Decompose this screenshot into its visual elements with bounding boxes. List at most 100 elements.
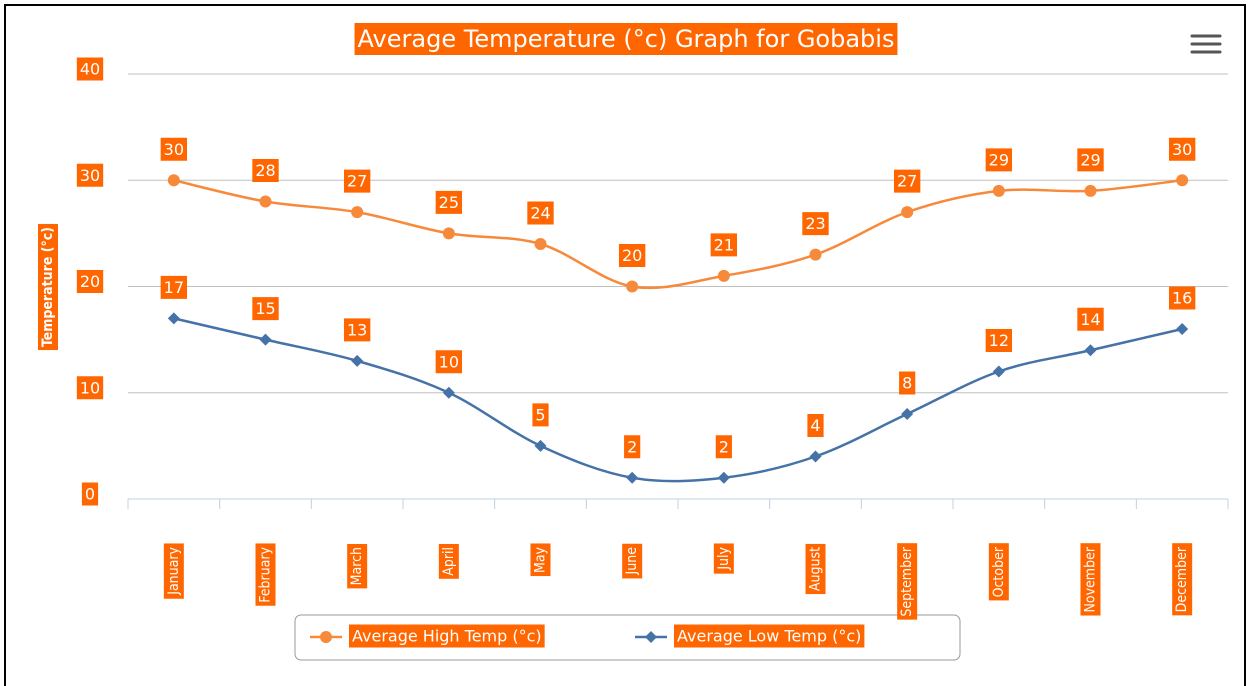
data-label: 30 [1172,140,1192,159]
point [1084,344,1097,357]
label-bg [163,543,184,599]
data-label: 10 [439,352,459,371]
label-bg [438,544,459,579]
label-bg [255,543,276,606]
label-bg [527,201,554,225]
label-bg [622,543,643,579]
data-label: 23 [805,214,825,233]
point [809,248,822,261]
legend-label: Average High Temp (°c) [352,627,542,646]
label-bg [252,159,279,182]
point [717,471,730,484]
point [167,312,180,325]
x-tick-label: June [624,547,640,576]
label-bg [349,624,545,648]
x-tick-label: April [441,547,457,576]
legend-marker [645,631,657,643]
legend-label: Average Low Temp (°c) [677,627,861,646]
label-bg [1168,137,1196,161]
x-tick-label: July [716,546,732,570]
data-label: 2 [719,437,729,456]
label-bg [802,212,829,236]
x-tick-label: August [808,547,824,591]
x-tick-label: January [166,546,182,595]
label-bg [1172,543,1193,616]
point [809,450,822,463]
data-label: 30 [164,140,184,159]
x-tick-label: March [349,547,365,585]
label-bg [1077,148,1104,172]
point [1176,323,1189,335]
label-bg [252,297,279,321]
label-bg [807,414,824,437]
label-bg [343,169,371,193]
data-label: 29 [989,150,1009,169]
x-tick-label: February [258,546,274,602]
y-tick-label: 40 [80,60,100,79]
label-bg [674,624,865,648]
point [442,227,455,240]
label-bg [805,543,826,595]
label-bg [624,435,641,459]
point [901,206,914,219]
label-bg [76,57,104,81]
label-bg [532,403,549,427]
data-label: 4 [810,416,820,435]
label-bg [618,244,646,267]
data-label: 8 [902,374,912,393]
point [626,280,639,293]
label-bg [713,543,734,574]
x-tick-label: September [899,546,915,616]
data-label: 29 [1080,150,1100,169]
x-tick-label: December [1174,546,1190,612]
data-label: 27 [347,172,367,191]
data-label: 16 [1172,289,1192,308]
data-label: 25 [439,193,459,212]
chart-title: Average Temperature (°c) Graph for Gobab… [358,25,895,53]
point [259,195,272,208]
label-bg [343,318,371,342]
label-bg [893,169,921,193]
label-bg [1080,543,1101,616]
data-label: 17 [164,278,184,297]
point [901,408,914,420]
label-bg [38,223,58,351]
point [717,269,730,282]
point [992,365,1005,378]
point [534,439,547,452]
data-label: 20 [622,246,642,265]
point [167,174,180,187]
label-bg [899,371,916,395]
menu-icon[interactable] [1190,34,1222,54]
y-tick-label: 30 [80,166,100,185]
label-bg [347,544,368,589]
point [992,184,1005,197]
label-bg [710,233,738,257]
x-tick-label: November [1083,546,1099,612]
series-line [173,179,1183,290]
point [351,206,364,219]
label-bg [1168,286,1196,310]
y-tick-label: 10 [80,378,100,397]
data-label: 2 [627,437,637,456]
data-label: 21 [714,235,734,254]
point [259,333,272,346]
label-bg [985,148,1013,172]
data-label: 27 [897,172,917,191]
label-bg [530,543,551,577]
data-label: 24 [530,204,550,223]
label-bg [160,137,188,161]
label-bg [435,190,463,214]
y-axis-title: Temperature (°c) [40,227,56,347]
point [442,386,455,399]
legend-marker [320,631,332,643]
x-tick-label: May [533,546,549,573]
data-label: 15 [255,299,275,318]
data-label: 13 [347,320,367,339]
data-label: 5 [535,405,545,424]
y-tick-label: 20 [80,272,100,291]
label-bg [354,23,898,55]
point [534,238,547,250]
y-tick-label: 0 [85,485,95,504]
